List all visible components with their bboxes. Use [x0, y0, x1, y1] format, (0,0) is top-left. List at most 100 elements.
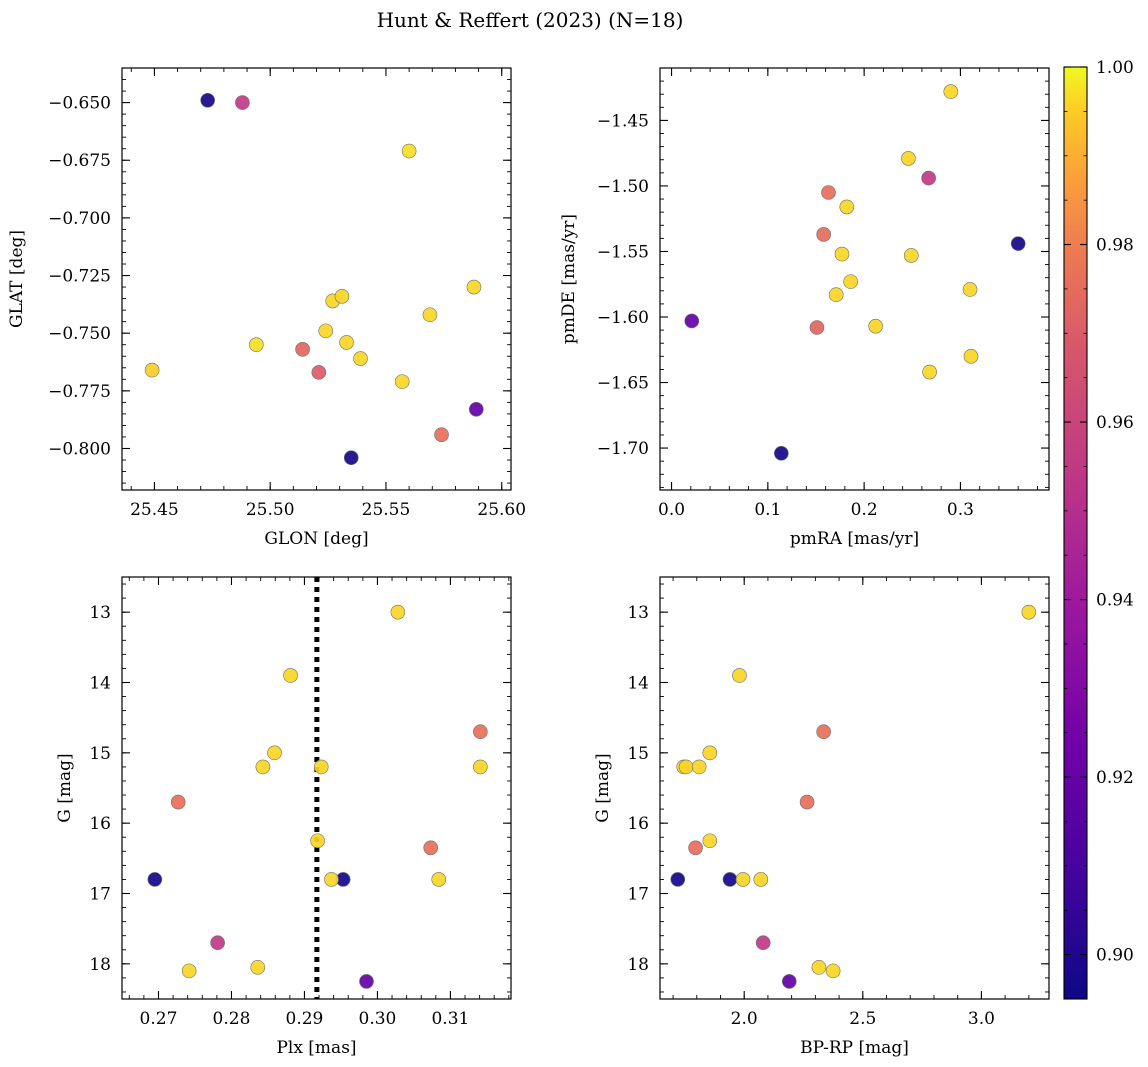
y-tick-label: 16 [89, 814, 111, 834]
y-tick-label: −1.45 [597, 111, 649, 131]
scatter-point [901, 151, 916, 166]
scatter-point [210, 935, 225, 951]
x-tick-label: 0.31 [431, 1009, 469, 1029]
scatter-point [334, 288, 350, 304]
scatter-point [799, 794, 815, 810]
scatter-point [267, 745, 282, 761]
scatter-point [473, 759, 488, 775]
y-tick-label: 17 [627, 885, 649, 905]
y-axis-label: G [mag] [593, 753, 613, 822]
panel-plx-g: 0.27 0.28 0.29 0.30 0.31 13 14 15 16 17 18 Plx [mas… [55, 576, 512, 1058]
x-tick-label: 25.55 [362, 500, 411, 520]
x-tick-label: 0.29 [286, 1009, 324, 1029]
scatter-point [753, 872, 769, 887]
scatter-point [170, 794, 186, 810]
scatter-point [343, 450, 359, 466]
colorbar-tick-label: 0.90 [1096, 946, 1134, 966]
x-tick-label: 0.27 [140, 1009, 178, 1029]
scatter-point [144, 362, 160, 378]
scatter-point [816, 724, 831, 740]
scatter-point [200, 92, 215, 108]
y-tick-label: 13 [89, 603, 111, 623]
scatter-point [868, 318, 883, 334]
scatter-point [722, 872, 738, 887]
x-tick-label: 0.2 [851, 500, 878, 520]
y-tick-label: −1.60 [597, 308, 649, 328]
y-tick-label: −0.675 [48, 151, 111, 171]
x-tick-label: 3.0 [968, 1009, 995, 1029]
scatter-point [828, 287, 844, 303]
scatter-point [431, 872, 447, 887]
scatter-point [811, 960, 827, 975]
y-tick-label: 15 [627, 744, 649, 764]
colorbar-tick-label: 0.92 [1096, 768, 1134, 788]
x-tick-label: 25.60 [477, 500, 526, 520]
scatter-point [248, 337, 264, 353]
scatter-point [684, 313, 700, 329]
scatter-point [962, 282, 978, 297]
scatter-point [390, 604, 406, 620]
scatter-point [755, 935, 771, 951]
y-tick-label: −1.55 [597, 242, 649, 262]
colorbar-tick-label: 0.98 [1096, 236, 1134, 256]
scatter-point [250, 960, 266, 975]
x-axis-label: BP-RP [mag] [800, 1038, 909, 1058]
scatter-point [1021, 604, 1037, 620]
scatter-point [670, 872, 686, 887]
scatter-point [1010, 236, 1026, 251]
y-tick-label: −0.750 [48, 324, 111, 344]
scatter-point [839, 199, 855, 215]
scatter-point [359, 974, 374, 989]
x-tick-label: 0.28 [213, 1009, 251, 1029]
y-tick-label: −1.65 [597, 374, 649, 394]
scatter-point [313, 759, 329, 775]
scatter-point [283, 668, 298, 683]
scatter-point [821, 185, 836, 200]
y-tick-label: −1.70 [597, 439, 649, 459]
scatter-point [466, 279, 482, 295]
x-tick-label: 2.5 [849, 1009, 876, 1029]
colorbar: 0.90 0.92 0.94 0.96 0.98 1.00 [1063, 58, 1134, 1000]
x-tick-label: 0.3 [947, 500, 974, 520]
y-tick-label: −0.700 [48, 209, 111, 229]
x-tick-label: 2.0 [731, 1009, 758, 1029]
scatter-point [921, 170, 936, 186]
y-tick-label: −0.800 [48, 439, 111, 459]
y-tick-label: −0.725 [48, 267, 111, 287]
y-tick-label: −1.50 [597, 177, 649, 197]
scatter-point [735, 872, 751, 887]
scatter-point [147, 872, 163, 887]
scatter-point [702, 833, 718, 849]
scatter-point [691, 759, 707, 775]
scatter-point [702, 745, 718, 761]
x-tick-label: 0.1 [754, 500, 781, 520]
y-tick-label: 16 [627, 814, 649, 834]
scatter-point [422, 307, 438, 323]
y-axis-label: GLAT [deg] [7, 230, 27, 328]
scatter-point [434, 427, 449, 442]
x-tick-label: 25.45 [130, 500, 179, 520]
colorbar-tick-label: 1.00 [1096, 58, 1134, 78]
scatter-point [816, 227, 831, 242]
x-axis-label: Plx [mas] [276, 1038, 356, 1058]
axes-frame [659, 67, 1050, 491]
scatter-point [255, 759, 271, 775]
scatter-point [781, 974, 797, 989]
scatter-point [318, 323, 334, 339]
panel-bprp-g: 2.0 2.5 3.0 13 14 15 16 17 18 BP-RP [mag] G [mag] [593, 576, 1050, 1058]
scatter-point [468, 401, 484, 417]
scatter-point [339, 335, 354, 350]
scatter-point [732, 668, 747, 683]
scatter-point [423, 840, 439, 856]
scatter-point [353, 351, 368, 366]
y-tick-label: 17 [89, 885, 111, 905]
scatter-point [834, 246, 850, 262]
x-tick-label: 25.50 [246, 500, 295, 520]
scatter-point [809, 320, 825, 335]
scatter-point [943, 84, 959, 99]
colorbar-gradient [1063, 66, 1088, 1000]
scatter-point [688, 840, 703, 856]
y-axis-label: pmDE [mas/yr] [559, 214, 579, 344]
scatter-point [311, 365, 327, 380]
